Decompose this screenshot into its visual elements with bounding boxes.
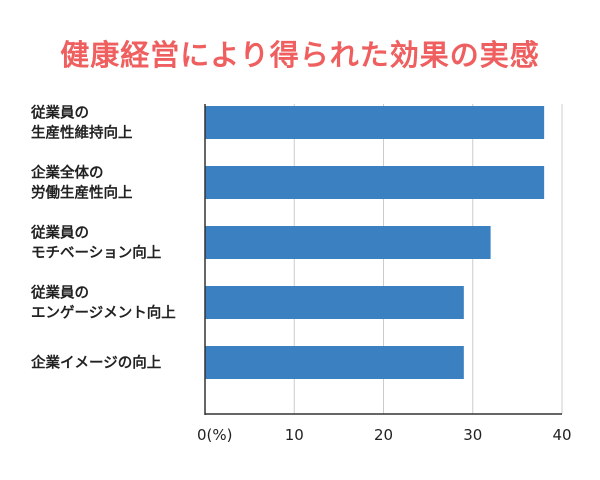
bar xyxy=(205,226,491,259)
bar xyxy=(205,106,545,139)
x-tick-label: 30 xyxy=(463,426,482,444)
category-label: 従業員の xyxy=(30,104,89,122)
category-label: 企業イメージの向上 xyxy=(30,354,162,372)
category-label: モチベーション向上 xyxy=(31,244,162,262)
bar xyxy=(205,286,464,319)
category-label: 労働生産性向上 xyxy=(31,184,133,202)
bar xyxy=(205,346,464,379)
category-label: 生産性維持向上 xyxy=(31,124,133,142)
bar xyxy=(205,166,545,199)
category-label: 企業全体の xyxy=(30,164,104,182)
category-label: 従業員の xyxy=(30,284,89,302)
chart-title: 健康経営により得られた効果の実感 xyxy=(60,38,540,72)
x-tick-label: 10 xyxy=(285,426,304,444)
x-tick-label: 20 xyxy=(374,426,393,444)
category-label: 従業員の xyxy=(30,224,89,242)
x-tick-label: 40 xyxy=(552,426,571,444)
category-label: エンゲージメント向上 xyxy=(31,304,176,322)
x-tick-label: 0(%) xyxy=(197,426,233,444)
